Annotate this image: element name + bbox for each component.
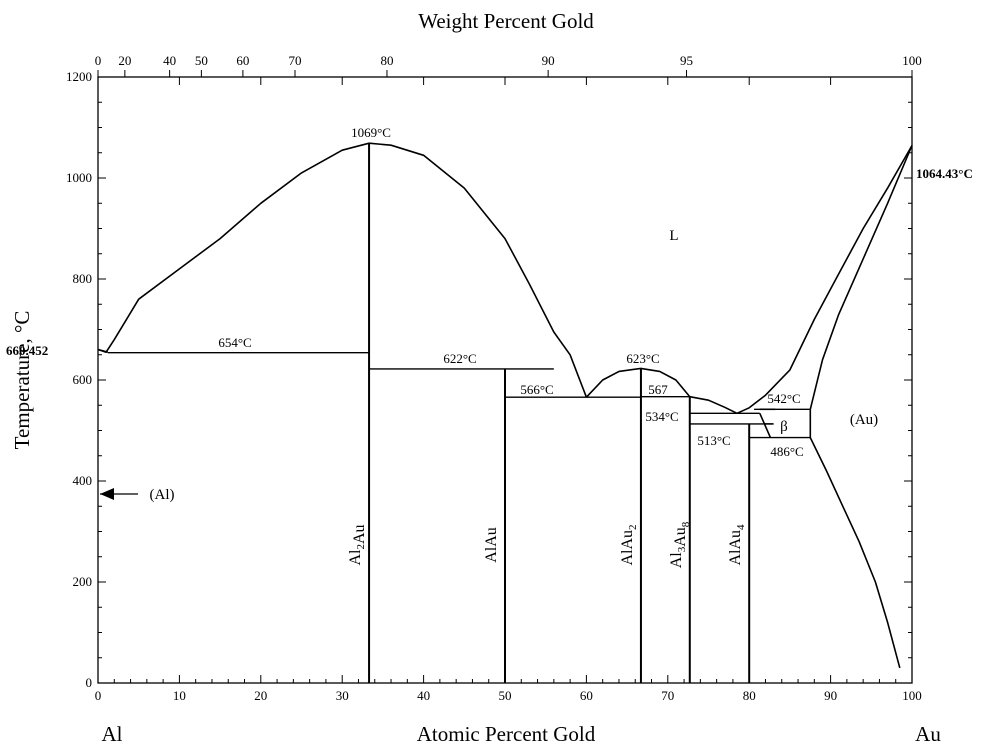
top-tick-label: 70	[288, 53, 301, 68]
x-tick-label: 60	[580, 688, 593, 703]
x-tick-label: 20	[254, 688, 267, 703]
x-tick-label: 90	[824, 688, 837, 703]
top-tick-label: 50	[195, 53, 208, 68]
temp-label-622: 622°C	[443, 351, 476, 366]
right-end-label: Au	[915, 722, 941, 746]
temp-label-623: 623°C	[626, 351, 659, 366]
temp-label-566: 566°C	[520, 382, 553, 397]
top-tick-label: 0	[95, 53, 102, 68]
y-tick-label: 400	[73, 473, 93, 488]
top-tick-label: 40	[163, 53, 176, 68]
x-tick-label: 40	[417, 688, 430, 703]
au-melting-point-label: 1064.43°C	[916, 166, 973, 181]
temp-label-1069: 1069°C	[351, 125, 391, 140]
temp-label-513: 513°C	[697, 433, 730, 448]
temp-label-542: 542°C	[767, 391, 800, 406]
boundary-liquidus-al-rich	[97, 142, 370, 353]
compound-label: AlAu	[483, 527, 500, 563]
temp-label-486: 486°C	[770, 444, 803, 459]
boundary-liquidus-au-rich	[736, 145, 913, 415]
compound-labels: Al2Au AlAu AlAu2 Al3Au8 AlAu4	[347, 521, 747, 568]
x-tick-label: 50	[499, 688, 512, 703]
top-axis-title: Weight Percent Gold	[418, 9, 594, 33]
y-tick-label: 1000	[66, 170, 92, 185]
y-axis-title: Temperature, °C	[10, 311, 34, 450]
x-tick-label: 70	[661, 688, 674, 703]
boundary-liquidus-al2au-right	[369, 142, 588, 398]
temp-label-534: 534°C	[645, 409, 678, 424]
compound-label: AlAu2	[619, 524, 639, 565]
boundary-al-solidus	[97, 348, 109, 353]
x-tick-label: 80	[743, 688, 756, 703]
phase-label-liquid: L	[669, 228, 678, 244]
top-tick-label: 90	[542, 53, 555, 68]
top-tick-label: 100	[902, 53, 922, 68]
compound-label: Al2Au	[347, 524, 368, 565]
temp-label-654: 654°C	[218, 335, 251, 350]
bottom-axis-title: Atomic Percent Gold	[417, 722, 596, 746]
al-melting-point-label: 660.452	[6, 343, 48, 358]
x-tick-label: 100	[902, 688, 922, 703]
left-end-label: Al	[102, 722, 123, 746]
boundary-liquidus-al3au8-right	[689, 395, 738, 415]
boundary-liquidus-alau2-dome	[585, 367, 691, 398]
y-tick-label: 600	[73, 372, 93, 387]
boundary-solidus-au	[809, 145, 913, 410]
x-tick-label: 30	[336, 688, 349, 703]
x-tick-label: 10	[173, 688, 186, 703]
axis-ticks	[97, 70, 913, 684]
temp-label-567: 567	[648, 382, 668, 397]
top-tick-label: 95	[680, 53, 693, 68]
phase-label-beta: β	[780, 419, 788, 435]
x-tick-label: 0	[95, 688, 102, 703]
y-tick-label: 0	[86, 675, 93, 690]
y-tick-label: 200	[73, 574, 93, 589]
y-tick-label: 800	[73, 271, 93, 286]
compound-label: AlAu4	[727, 524, 747, 566]
phase-label-al: (Al)	[150, 487, 175, 503]
al-solubility-arrow	[100, 488, 138, 500]
top-tick-label: 80	[380, 53, 393, 68]
boundary-solvus-au	[809, 409, 901, 669]
top-tick-label: 60	[236, 53, 249, 68]
reaction-lines	[107, 143, 811, 683]
compound-label: Al3Au8	[668, 521, 692, 568]
top-tick-label: 20	[118, 53, 131, 68]
y-tick-label: 1200	[66, 69, 92, 84]
phase-label-au: (Au)	[850, 412, 878, 428]
boundary-beta-left	[759, 412, 772, 438]
axis-tick-labels: 0 10 20 30 40 50 60 70 80 90 100020040060080010001…	[66, 53, 922, 703]
